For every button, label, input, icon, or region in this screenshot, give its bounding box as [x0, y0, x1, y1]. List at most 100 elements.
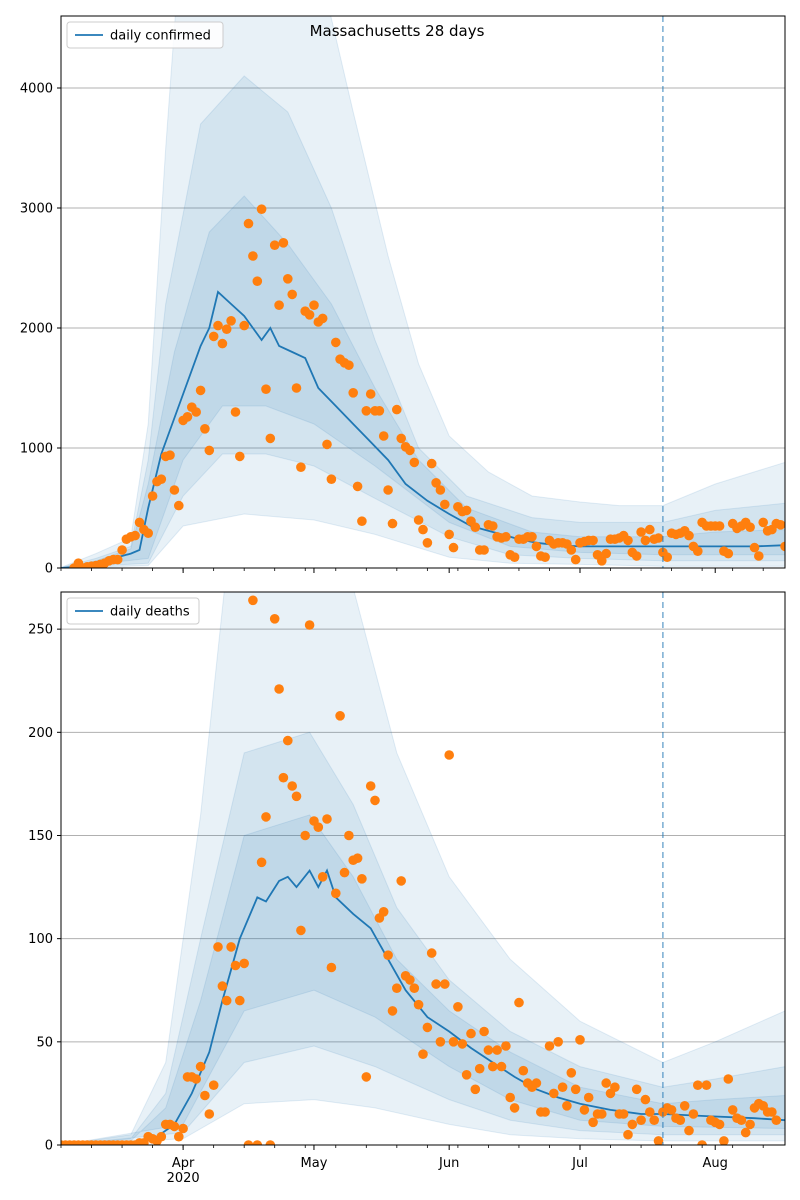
data-point	[191, 407, 201, 417]
data-point	[501, 532, 511, 542]
data-point	[365, 389, 376, 399]
data-point	[474, 1063, 485, 1074]
data-point	[444, 750, 455, 760]
data-point	[357, 516, 367, 526]
y-tick-label: 150	[28, 829, 53, 844]
data-point	[623, 1129, 633, 1140]
legend: daily deaths	[66, 597, 200, 625]
series-line	[61, 868, 785, 1145]
data-point	[479, 545, 489, 555]
data-point	[174, 500, 184, 511]
data-point	[627, 1119, 638, 1130]
data-point	[483, 1045, 494, 1055]
data-point	[278, 238, 289, 248]
data-point	[265, 433, 276, 444]
uncertainty-band-1	[61, 75, 785, 568]
data-point	[422, 538, 433, 548]
data-point	[287, 781, 298, 791]
data-point	[662, 552, 672, 562]
data-point	[278, 772, 289, 783]
data-point	[317, 872, 328, 882]
y-tick-label: 1000	[20, 442, 53, 457]
data-point	[147, 491, 158, 501]
legend: daily confirmed	[66, 21, 224, 49]
data-point	[204, 445, 215, 456]
data-point	[230, 407, 241, 417]
data-point	[566, 1068, 577, 1078]
data-point	[549, 1088, 559, 1099]
data-point	[169, 485, 180, 495]
data-point	[688, 1109, 699, 1119]
confirmed-chart: 0 1000 2000 3000 4000 daily confirmed	[20, 15, 786, 577]
figure-title: Massachusetts 28 days	[310, 22, 485, 40]
data-point	[426, 458, 437, 469]
data-point	[326, 962, 337, 973]
data-point	[331, 888, 341, 899]
data-point	[274, 684, 284, 694]
data-point	[226, 316, 236, 326]
data-point	[317, 313, 328, 324]
data-point	[701, 1080, 712, 1090]
data-point	[213, 320, 223, 331]
data-point	[684, 530, 694, 541]
data-point	[448, 542, 459, 553]
data-point	[723, 548, 734, 559]
data-point	[645, 1107, 655, 1117]
data-point	[387, 1006, 398, 1016]
y-tick-label: 200	[28, 726, 53, 741]
data-point	[422, 1022, 433, 1033]
data-point	[693, 1080, 703, 1090]
data-point	[378, 431, 389, 441]
data-point	[217, 338, 228, 349]
data-point	[754, 551, 764, 561]
y-tick-label: 250	[28, 623, 53, 638]
data-point	[601, 548, 611, 559]
data-point	[636, 1115, 646, 1125]
data-point	[514, 997, 524, 1008]
data-point	[488, 1061, 498, 1072]
data-point	[283, 735, 293, 746]
data-point	[208, 1080, 219, 1090]
data-point	[352, 853, 363, 863]
data-point	[435, 485, 446, 495]
data-point	[588, 535, 598, 546]
data-point	[583, 1092, 594, 1103]
data-point	[370, 795, 380, 806]
data-point	[235, 995, 245, 1006]
data-point	[488, 521, 498, 531]
data-point	[304, 620, 315, 630]
data-point	[745, 1119, 755, 1130]
data-point	[749, 542, 760, 553]
data-point	[623, 535, 633, 546]
data-point	[339, 867, 350, 878]
data-point	[387, 518, 398, 529]
data-point	[200, 424, 210, 434]
data-point	[243, 218, 254, 229]
data-point	[579, 1105, 590, 1115]
data-point	[426, 948, 437, 958]
data-point	[396, 876, 407, 886]
data-point	[405, 445, 415, 456]
data-point	[134, 517, 145, 528]
data-point	[156, 1131, 167, 1142]
x-tick-label: Aug	[703, 1156, 728, 1171]
x-tick-label: Apr	[172, 1156, 195, 1171]
data-point	[130, 530, 140, 541]
data-point	[221, 995, 232, 1006]
data-point	[326, 474, 337, 485]
data-point	[440, 979, 450, 989]
data-point	[208, 331, 219, 342]
data-point	[575, 1035, 585, 1045]
data-point	[261, 812, 271, 822]
data-point	[248, 251, 258, 261]
data-point	[453, 1002, 463, 1012]
data-point	[413, 999, 424, 1010]
data-point	[570, 1084, 581, 1095]
data-point	[714, 1119, 725, 1130]
data-point	[649, 1115, 659, 1125]
axes-frame	[60, 591, 786, 1146]
data-point	[405, 975, 415, 985]
data-point	[143, 528, 153, 538]
data-point	[518, 1065, 529, 1076]
data-point	[675, 1115, 686, 1125]
